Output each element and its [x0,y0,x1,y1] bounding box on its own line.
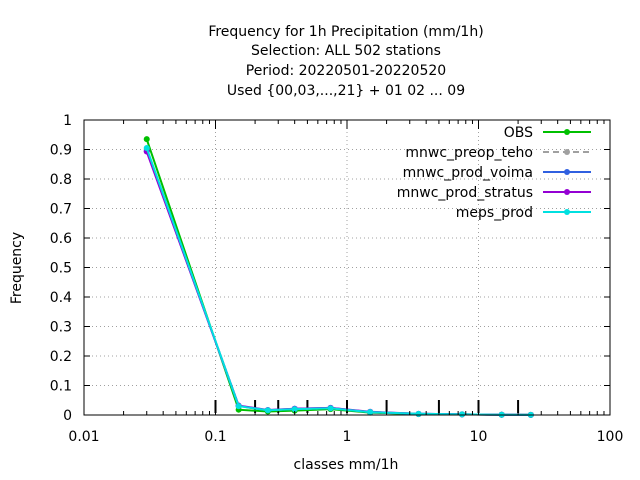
x-tick-label: 10 [470,429,488,445]
data-point-meps-prod [264,407,271,414]
data-point-meps-prod [291,406,298,413]
legend: OBS mnwc_preop_teho mnwc_prod_voima mnwc_pr… [397,125,591,221]
x-tick-label: 0.01 [68,429,99,445]
y-tick-label: 0.7 [50,202,72,218]
y-tick-label: 0.2 [50,349,72,365]
x-tick-label: 1 [343,429,352,445]
x-tick-label: 0.1 [204,429,226,445]
data-point-meps-prod [459,411,466,418]
y-tick-label: 0 [63,408,72,424]
legend-marker [564,209,570,215]
data-point-meps-prod [415,410,422,417]
y-tick-label: 0.5 [50,261,72,277]
legend-marker [564,169,570,175]
chart-title: Frequency for 1h Precipitation (mm/1h) S… [208,24,483,99]
data-point-meps-prod [327,405,334,412]
legend-label: OBS [504,125,533,141]
data-point-meps-prod [235,403,242,410]
data-point-OBS [143,136,150,143]
title-line-1: Frequency for 1h Precipitation (mm/1h) [208,24,483,40]
legend-label: mnwc_preop_teho [405,145,533,161]
x-tick-label: 100 [597,429,624,445]
title-line-3: Period: 20220501-20220520 [246,63,446,79]
y-tick-label: 0.4 [50,290,72,306]
legend-label: mnwc_prod_voima [403,165,533,181]
y-tick-label: 0.6 [50,231,72,247]
x-axis-label: classes mm/1h [294,457,399,473]
legend-marker [564,149,570,155]
y-tick-label: 0.9 [50,143,72,159]
y-axis-label: Frequency [9,232,25,304]
y-tick-label: 0.1 [50,379,72,395]
data-point-meps-prod [367,409,374,416]
y-tick-label: 0.8 [50,172,72,188]
legend-marker [564,129,570,135]
y-tick-label: 1 [63,113,72,129]
legend-label: meps_prod [456,205,533,221]
title-line-2: Selection: ALL 502 stations [251,43,441,59]
legend-label: mnwc_prod_stratus [397,185,533,201]
axis-ticks: 0 0.1 0.2 0.3 0.4 0.5 0.6 0.7 0.8 0.9 1 0.01 0.1 1 10 1… [50,113,624,445]
legend-marker [564,189,570,195]
title-line-4: Used {00,03,...,21} + 01 02 ... 09 [227,83,465,99]
y-tick-label: 0.3 [50,320,72,336]
data-point-meps-prod [143,145,150,152]
